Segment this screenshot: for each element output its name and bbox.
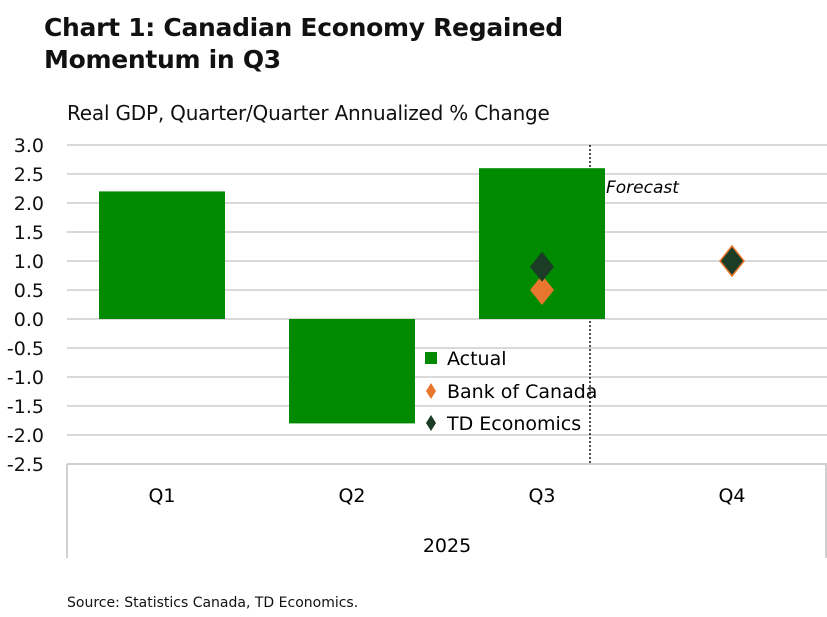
x-tick-label: Q1: [148, 485, 175, 507]
forecast-annotation: Forecast: [606, 178, 680, 198]
marker-bank-of-canada: [530, 275, 554, 305]
y-tick-label: -2.5: [7, 454, 44, 476]
y-tick-label: 0.5: [14, 280, 44, 302]
y-tick-label: -1.0: [7, 367, 44, 389]
y-tick-label: 3.0: [14, 135, 44, 157]
x-tick-label: Q3: [528, 485, 555, 507]
x-tick-label: Q2: [338, 485, 365, 507]
bar-actual: [99, 191, 225, 319]
y-tick-label: -1.5: [7, 396, 44, 418]
legend-label: Actual: [447, 348, 507, 370]
legend-label: Bank of Canada: [447, 381, 597, 403]
legend-marker-2: [426, 415, 436, 431]
legend-swatch-0: [425, 352, 437, 364]
legend-label: TD Economics: [446, 413, 581, 435]
y-tick-label: 0.0: [14, 309, 44, 331]
y-tick-label: -2.0: [7, 425, 44, 447]
y-tick-label: 2.0: [14, 193, 44, 215]
y-tick-label: 1.5: [14, 222, 44, 244]
legend-marker-1: [426, 383, 436, 399]
marker-td-economics: [530, 251, 554, 282]
marker-td-economics: [719, 244, 745, 278]
chart-subtitle: Real GDP, Quarter/Quarter Annualized % C…: [67, 101, 550, 125]
chart-title: Chart 1: Canadian Economy Regained Momen…: [44, 13, 563, 74]
y-tick-label: 2.5: [14, 164, 44, 186]
bar-actual: [289, 319, 415, 424]
x-group-label: 2025: [423, 535, 471, 557]
x-tick-label: Q4: [718, 485, 745, 507]
y-tick-label: -0.5: [7, 338, 44, 360]
source-note: Source: Statistics Canada, TD Economics.: [67, 595, 359, 611]
y-tick-label: 1.0: [14, 251, 44, 273]
